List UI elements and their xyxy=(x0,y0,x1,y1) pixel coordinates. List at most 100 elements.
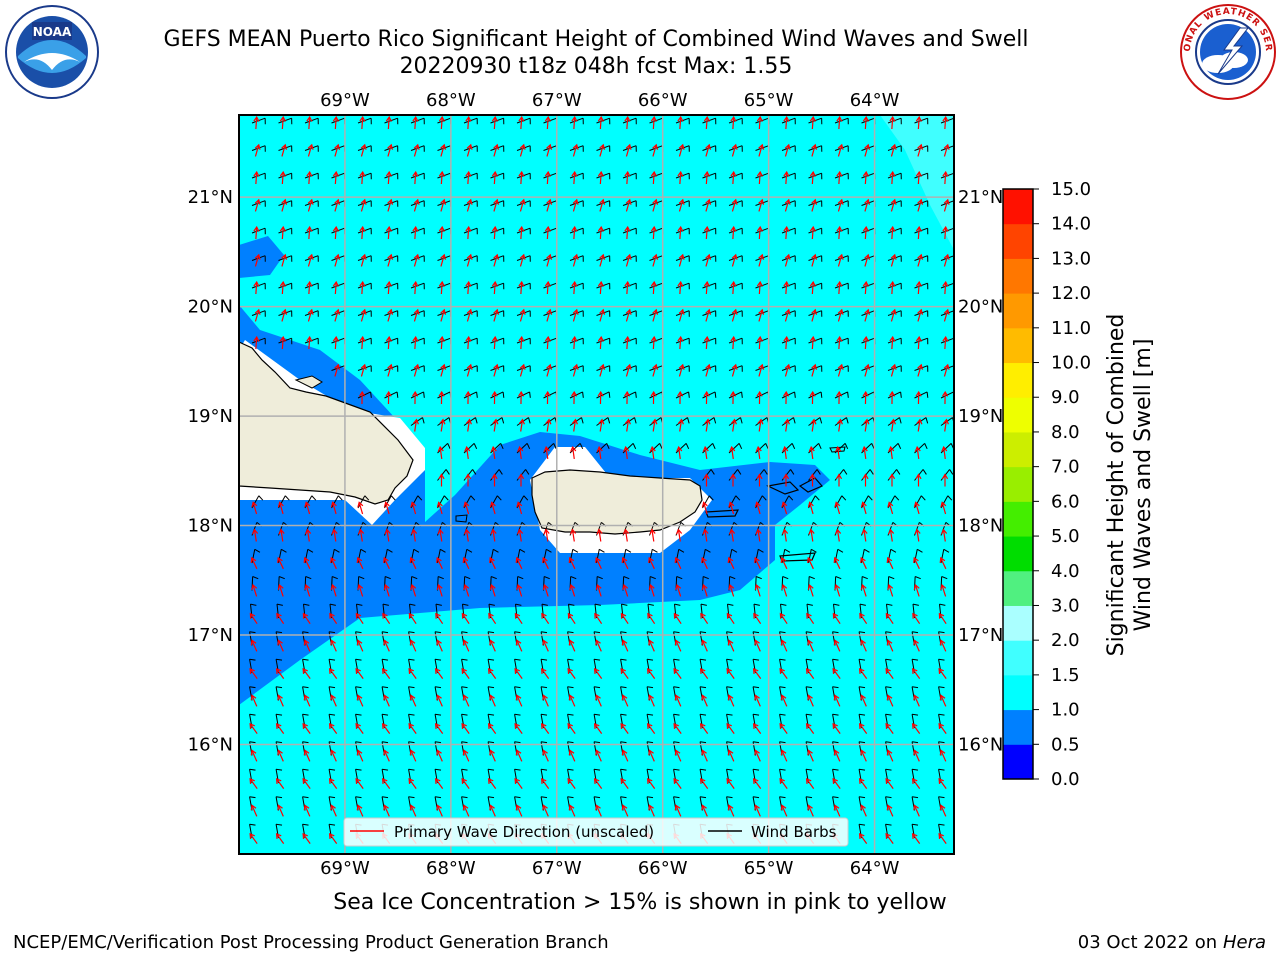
wave-arrow xyxy=(726,668,735,679)
wave-arrow-head xyxy=(624,335,631,342)
wave-arrow-head xyxy=(599,363,606,370)
wave-arrow-head xyxy=(515,804,522,811)
wave-arrow-head xyxy=(939,804,946,811)
wave-arrow xyxy=(467,419,471,432)
wave-arrow-head xyxy=(277,501,284,508)
wind-barb-flag xyxy=(475,417,478,424)
wave-arrow xyxy=(357,805,364,817)
wave-arrow-head xyxy=(783,418,790,425)
footer-run-date: 03 Oct 2022 on Hera xyxy=(1078,932,1266,953)
wind-barb-flag xyxy=(355,713,362,716)
wave-arrow-head xyxy=(410,501,417,508)
wind-barb xyxy=(569,443,581,454)
wind-barb xyxy=(887,145,902,151)
wave-arrow xyxy=(807,557,814,570)
wave-arrow-head xyxy=(593,777,600,784)
wave-arrow-head xyxy=(913,501,920,508)
wind-barb-flag xyxy=(699,713,707,716)
wave-arrow-head xyxy=(780,694,787,701)
wind-barb xyxy=(490,443,502,454)
wave-arrow-head xyxy=(413,253,420,260)
wave-arrow-head xyxy=(652,253,659,260)
wave-arrow xyxy=(837,447,840,460)
wave-arrow-head xyxy=(491,170,499,177)
wind-barb-flag xyxy=(514,686,521,689)
wave-arrow xyxy=(758,281,761,295)
wave-arrow xyxy=(571,529,575,542)
wave-arrow-head xyxy=(622,583,629,590)
wave-arrow xyxy=(677,529,681,542)
wind-barb-flag xyxy=(805,658,813,661)
wave-arrow xyxy=(887,640,894,652)
wind-barb-flag xyxy=(699,741,707,744)
wave-arrow xyxy=(647,668,656,679)
colorbar-segment xyxy=(1003,466,1033,502)
wave-arrow-head xyxy=(649,528,656,535)
wave-arrow xyxy=(864,226,867,240)
wave-arrow xyxy=(757,447,761,460)
wave-arrow xyxy=(705,336,708,350)
lon-tick-top: 69°W xyxy=(320,90,370,111)
wave-arrow xyxy=(785,116,788,130)
wave-arrow-head xyxy=(673,777,679,784)
wave-arrow-head xyxy=(623,445,630,452)
wave-arrow-head xyxy=(728,583,735,590)
wind-barb-flag xyxy=(461,768,468,771)
wave-arrow-head xyxy=(731,308,738,315)
wind-barb-flag xyxy=(673,631,680,634)
wave-arrow-head xyxy=(540,777,547,784)
wind-barb-flag xyxy=(381,686,389,689)
wave-arrow xyxy=(705,419,709,432)
wave-arrow-head xyxy=(833,804,840,811)
wind-barb-flag xyxy=(275,631,283,634)
wave-arrow-head xyxy=(784,143,791,150)
wave-arrow xyxy=(885,613,894,624)
wave-arrow-head xyxy=(913,749,919,756)
wave-arrow-head xyxy=(518,335,525,342)
wave-arrow-head xyxy=(756,335,764,342)
wave-arrow xyxy=(572,309,578,322)
wave-arrow-head xyxy=(808,528,815,535)
wave-arrow xyxy=(461,613,470,624)
wave-arrow-head xyxy=(279,225,287,232)
wind-barb-flag xyxy=(593,658,601,661)
wave-arrow-head xyxy=(758,363,765,370)
wave-arrow xyxy=(334,336,337,350)
wave-arrow-head xyxy=(834,501,841,508)
wind-barb-flag xyxy=(811,548,817,553)
wave-arrow-head xyxy=(783,225,790,232)
wave-arrow-head xyxy=(387,308,394,315)
wave-arrow-head xyxy=(728,501,735,508)
colorbar-label-line1: Significant Height of Combined xyxy=(1104,314,1129,657)
wave-arrow xyxy=(785,171,788,185)
wind-barb xyxy=(728,255,743,261)
wave-arrow xyxy=(784,254,790,267)
wind-barb-flag xyxy=(646,796,654,799)
wind-barb-flag xyxy=(678,548,685,553)
wind-barb xyxy=(728,365,743,371)
wave-arrow-head xyxy=(805,722,812,729)
wave-arrow xyxy=(569,640,576,652)
wind-barb xyxy=(278,495,286,509)
wave-arrow xyxy=(302,613,311,624)
wave-arrow xyxy=(546,419,550,432)
wave-arrow xyxy=(387,116,390,130)
wave-arrow-head xyxy=(862,225,870,232)
wave-arrow xyxy=(493,144,498,157)
wave-arrow xyxy=(917,309,922,322)
wind-barb xyxy=(834,495,843,509)
wave-arrow xyxy=(410,557,417,570)
wind-barb xyxy=(834,255,849,261)
wind-barb xyxy=(437,495,445,509)
wave-arrow xyxy=(728,557,735,570)
wave-arrow xyxy=(307,309,313,322)
wave-arrow xyxy=(413,144,419,157)
wave-arrow-head xyxy=(860,639,866,646)
wave-arrow-head xyxy=(860,694,866,701)
wave-arrow-head xyxy=(278,528,285,535)
wind-barb-flag xyxy=(515,603,522,606)
wind-barb-flag xyxy=(408,741,415,744)
wave-arrow-head xyxy=(779,612,786,619)
wave-arrow xyxy=(811,364,816,377)
wave-arrow xyxy=(732,171,735,185)
